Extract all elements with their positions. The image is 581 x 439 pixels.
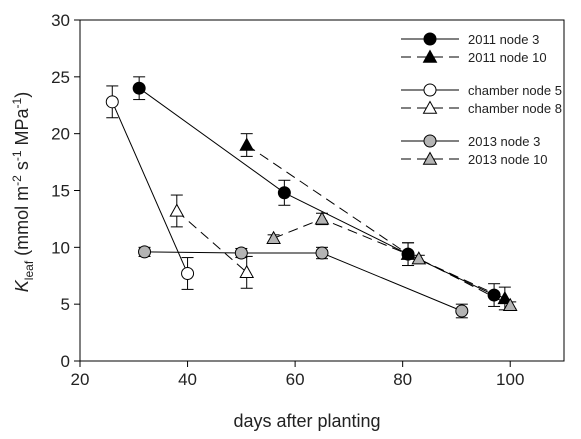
data-point-2013-node-3 — [234, 246, 248, 260]
axis-ticks: 20 40 60 80 100 0 5 10 15 20 25 30 — [51, 11, 524, 389]
data-point-chamber-node-5 — [105, 95, 119, 109]
series-line-2011-node-3 — [138, 87, 495, 296]
x-tick-label: 60 — [286, 370, 305, 389]
y-axis-title-exp1: -2 — [10, 175, 24, 186]
y-axis-title-mid2: MPa — [12, 107, 32, 150]
x-tick-label: 40 — [178, 370, 197, 389]
y-axis-title-end: ) — [12, 92, 32, 98]
error-bars — [106, 76, 517, 319]
legend-marker-2013-node-3 — [423, 134, 437, 148]
series-line-2013-node-10 — [273, 218, 511, 306]
data-point-2011-node-3 — [132, 81, 146, 95]
y-axis-title-mid1: s — [12, 161, 32, 175]
legend-label-chamber-node-8: chamber node 8 — [468, 101, 562, 116]
data-point-chamber-node-5 — [181, 266, 195, 280]
y-axis-title-k: K — [12, 279, 32, 292]
y-tick-label: 0 — [61, 352, 70, 371]
legend-label-2011-node-10: 2011 node 10 — [468, 50, 547, 65]
y-tick-label: 25 — [51, 68, 70, 87]
plot-frame — [79, 19, 565, 362]
series-line-chamber-node-5 — [111, 101, 189, 274]
data-point-2011-node-3 — [487, 288, 501, 302]
y-tick-label: 30 — [51, 11, 70, 30]
series-line-2013-node-3 — [144, 251, 463, 312]
y-axis-title: Kleaf (mmol m-2 s-1 MPa-1) — [10, 92, 36, 292]
legend-marker-2011-node-10 — [422, 49, 438, 63]
data-point-2013-node-10 — [266, 230, 281, 244]
data-point-chamber-node-8 — [239, 264, 255, 279]
y-tick-label: 10 — [51, 238, 70, 257]
x-axis-title: days after planting — [233, 411, 380, 431]
x-tick-label: 100 — [496, 370, 524, 389]
data-point-2013-node-3 — [138, 245, 152, 259]
data-point-2013-node-10 — [411, 251, 427, 265]
y-axis-title-rest: (mmol m — [12, 186, 32, 261]
data-point-2013-node-3 — [455, 304, 469, 318]
data-point-2013-node-10 — [502, 297, 518, 312]
data-point-2011-node-10 — [239, 137, 255, 151]
y-axis-title-sub: leaf — [22, 260, 36, 280]
legend-label-2013-node-10: 2013 node 10 — [468, 152, 548, 167]
legend-label-2013-node-3: 2013 node 3 — [468, 134, 540, 149]
legend-marker-2011-node-3 — [423, 32, 437, 46]
data-point-2013-node-3 — [315, 246, 329, 260]
x-tick-label: 20 — [71, 370, 90, 389]
y-axis-title-exp3: -1 — [10, 97, 24, 108]
legend-label-chamber-node-5: chamber node 5 — [468, 83, 562, 98]
data-point-chamber-node-8 — [169, 203, 185, 217]
data-point-2011-node-3 — [277, 186, 291, 200]
legend-marker-chamber-node-8 — [422, 100, 438, 114]
legend: 2011 node 3 2011 node 10 chamber node 5 cha… — [401, 32, 562, 167]
legend-marker-chamber-node-5 — [423, 83, 437, 97]
data-point-2011-node-10 — [400, 246, 416, 260]
y-tick-label: 5 — [61, 295, 70, 314]
legend-marker-2013-node-10 — [422, 151, 438, 165]
series-lines — [111, 87, 511, 312]
data-markers — [105, 81, 518, 318]
y-tick-label: 20 — [51, 125, 70, 144]
data-point-2011-node-10 — [497, 290, 513, 305]
x-tick-label: 80 — [393, 370, 412, 389]
y-tick-label: 15 — [51, 182, 70, 201]
data-point-2013-node-10 — [314, 211, 330, 225]
legend-label-2011-node-3: 2011 node 3 — [468, 32, 539, 47]
y-axis-title-exp2: -1 — [10, 150, 24, 161]
